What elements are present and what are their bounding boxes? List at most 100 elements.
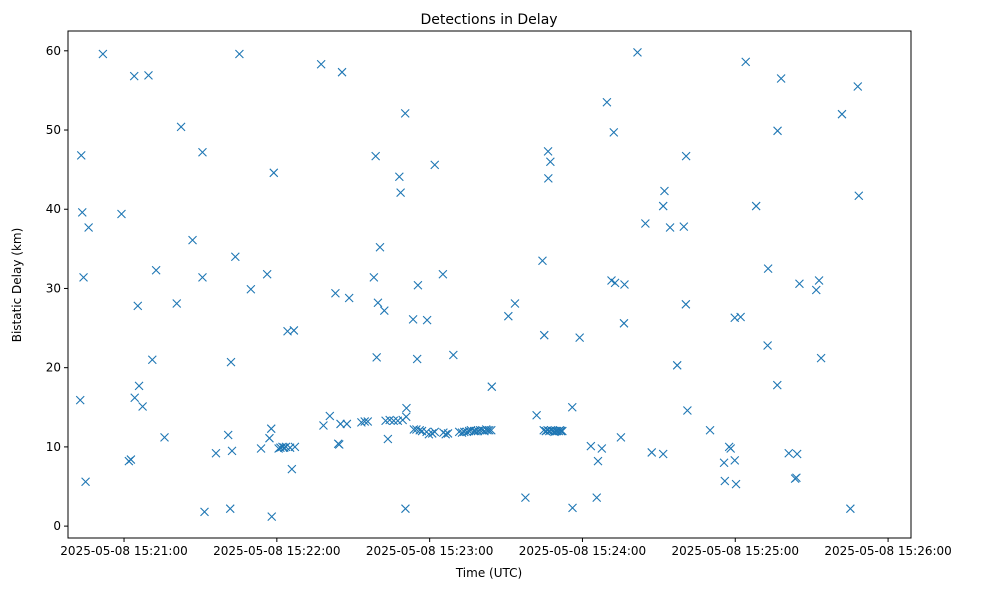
data-point [681,299,691,309]
data-point [853,82,863,91]
x-tick-label: 2025-05-08 15:26:00 [824,544,951,558]
y-tick-label: 20 [46,361,61,375]
data-point [287,464,297,474]
data-point [441,429,451,439]
data-point [619,318,629,328]
data-point [679,222,689,232]
data-point [369,272,379,282]
data-point [424,429,434,439]
plot-frame [67,30,912,539]
data-point [172,299,182,308]
data-point [401,504,410,514]
data-point [266,424,276,434]
data-point [814,276,824,285]
data-point [854,191,864,201]
data-point [76,150,86,160]
data-point [647,448,657,457]
data-point [784,448,794,458]
x-axis: 2025-05-08 15:21:00 2025-05-08 15:22:00 20… [60,538,952,558]
data-point [316,59,326,69]
data-point [372,352,382,362]
scatter-points [75,48,864,521]
data-point [539,330,549,340]
data-point [401,412,411,422]
data-point [134,381,144,391]
y-tick-label: 10 [46,440,61,454]
data-point [133,301,143,311]
data-point [532,410,542,420]
data-point [503,311,513,321]
data-point [75,395,85,405]
data-point [763,264,773,274]
data-point [262,269,272,279]
y-axis-label: Bistatic Delay (km) [10,228,24,343]
data-point [795,279,804,289]
x-tick-label: 2025-05-08 15:21:00 [60,544,187,558]
data-point [602,97,612,107]
data-point [427,429,437,438]
data-point [568,503,577,513]
data-point [620,280,629,289]
data-point [360,417,370,426]
data-point [483,425,492,435]
data-point [660,186,669,196]
data-point [741,57,751,67]
data-point [334,440,344,449]
data-point [138,402,148,411]
data-point [373,298,383,308]
data-point [430,160,440,170]
data-point [521,493,530,502]
data-point [772,380,782,390]
data-point [665,223,675,232]
data-point [344,293,354,303]
data-point [151,265,161,275]
data-point [77,208,87,217]
data-point [545,157,555,167]
data-point [683,406,692,415]
data-point [176,122,186,132]
data-point [430,427,440,437]
data-point [265,433,274,443]
data-point [792,449,802,459]
data-point [556,426,566,436]
data-point [98,49,108,59]
data-point [658,201,668,211]
data-point [438,269,448,279]
data-point [816,353,826,363]
data-point [633,48,642,57]
data-point [681,151,691,161]
data-point [792,473,801,483]
data-point [408,314,418,324]
data-point [267,512,277,521]
data-point [845,504,855,514]
data-point [413,280,423,290]
data-point [400,108,410,118]
data-point [337,67,347,77]
data-point [363,417,373,426]
data-point [736,312,746,322]
data-point [484,425,494,435]
data-point [226,357,236,367]
data-point [198,272,207,282]
data-point [557,426,567,436]
data-point [200,507,209,517]
data-point [751,201,761,211]
data-point [336,419,345,429]
data-point [586,441,596,451]
data-point [415,425,425,435]
data-point [597,444,607,453]
data-point [726,444,736,453]
x-tick-label: 2025-05-08 15:24:00 [519,544,646,558]
data-point [230,252,240,262]
data-point [543,173,553,183]
data-point [269,168,279,178]
y-tick-label: 30 [46,281,61,295]
data-point [325,411,335,421]
data-point [375,242,385,252]
data-point [81,477,90,487]
data-point [705,425,715,435]
data-point [776,74,786,83]
data-point [289,326,299,335]
data-point [672,360,682,370]
